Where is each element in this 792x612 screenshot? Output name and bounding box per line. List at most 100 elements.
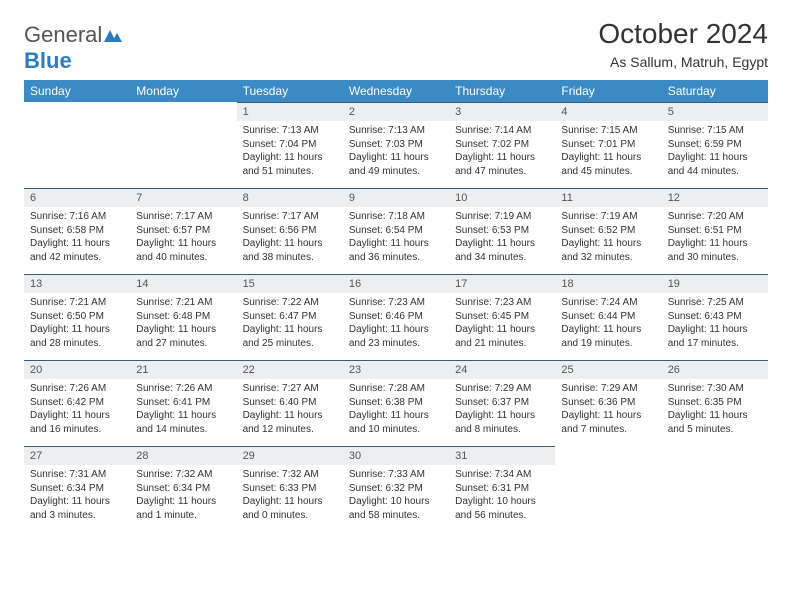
calendar-cell bbox=[130, 102, 236, 188]
calendar-cell: 31Sunrise: 7:34 AMSunset: 6:31 PMDayligh… bbox=[449, 446, 555, 532]
calendar-cell: 16Sunrise: 7:23 AMSunset: 6:46 PMDayligh… bbox=[343, 274, 449, 360]
daylight-line: Daylight: 11 hours and 40 minutes. bbox=[136, 237, 230, 264]
logo-part1: General bbox=[24, 22, 102, 47]
daylight-line: Daylight: 11 hours and 42 minutes. bbox=[30, 237, 124, 264]
sunset-line: Sunset: 6:59 PM bbox=[668, 138, 762, 152]
logo: GeneralBlue bbox=[24, 22, 122, 74]
sunset-line: Sunset: 6:51 PM bbox=[668, 224, 762, 238]
sunset-line: Sunset: 6:52 PM bbox=[561, 224, 655, 238]
sunrise-line: Sunrise: 7:29 AM bbox=[455, 382, 549, 396]
day-body: Sunrise: 7:32 AMSunset: 6:34 PMDaylight:… bbox=[130, 465, 236, 525]
daylight-line: Daylight: 11 hours and 8 minutes. bbox=[455, 409, 549, 436]
calendar-row: 6Sunrise: 7:16 AMSunset: 6:58 PMDaylight… bbox=[24, 188, 768, 274]
calendar-row: 13Sunrise: 7:21 AMSunset: 6:50 PMDayligh… bbox=[24, 274, 768, 360]
sunset-line: Sunset: 6:42 PM bbox=[30, 396, 124, 410]
day-body: Sunrise: 7:17 AMSunset: 6:56 PMDaylight:… bbox=[237, 207, 343, 267]
day-body: Sunrise: 7:34 AMSunset: 6:31 PMDaylight:… bbox=[449, 465, 555, 525]
calendar-body: 1Sunrise: 7:13 AMSunset: 7:04 PMDaylight… bbox=[24, 102, 768, 532]
sunset-line: Sunset: 6:56 PM bbox=[243, 224, 337, 238]
sunset-line: Sunset: 6:47 PM bbox=[243, 310, 337, 324]
logo-text: GeneralBlue bbox=[24, 22, 122, 74]
day-number: 24 bbox=[449, 360, 555, 379]
calendar-row: 27Sunrise: 7:31 AMSunset: 6:34 PMDayligh… bbox=[24, 446, 768, 532]
sunrise-line: Sunrise: 7:14 AM bbox=[455, 124, 549, 138]
day-number: 12 bbox=[662, 188, 768, 207]
day-body: Sunrise: 7:32 AMSunset: 6:33 PMDaylight:… bbox=[237, 465, 343, 525]
sunrise-line: Sunrise: 7:26 AM bbox=[30, 382, 124, 396]
sunset-line: Sunset: 7:01 PM bbox=[561, 138, 655, 152]
day-number: 10 bbox=[449, 188, 555, 207]
sunset-line: Sunset: 6:43 PM bbox=[668, 310, 762, 324]
calendar-cell: 14Sunrise: 7:21 AMSunset: 6:48 PMDayligh… bbox=[130, 274, 236, 360]
calendar-cell: 11Sunrise: 7:19 AMSunset: 6:52 PMDayligh… bbox=[555, 188, 661, 274]
calendar-row: 1Sunrise: 7:13 AMSunset: 7:04 PMDaylight… bbox=[24, 102, 768, 188]
sunset-line: Sunset: 6:46 PM bbox=[349, 310, 443, 324]
sunset-line: Sunset: 6:34 PM bbox=[136, 482, 230, 496]
calendar-table: SundayMondayTuesdayWednesdayThursdayFrid… bbox=[24, 80, 768, 532]
day-number: 8 bbox=[237, 188, 343, 207]
day-header: Wednesday bbox=[343, 80, 449, 102]
daylight-line: Daylight: 11 hours and 23 minutes. bbox=[349, 323, 443, 350]
daylight-line: Daylight: 11 hours and 25 minutes. bbox=[243, 323, 337, 350]
day-number: 28 bbox=[130, 446, 236, 465]
sunset-line: Sunset: 6:44 PM bbox=[561, 310, 655, 324]
day-body: Sunrise: 7:29 AMSunset: 6:36 PMDaylight:… bbox=[555, 379, 661, 439]
day-number: 15 bbox=[237, 274, 343, 293]
location: As Sallum, Matruh, Egypt bbox=[598, 54, 768, 70]
sunrise-line: Sunrise: 7:20 AM bbox=[668, 210, 762, 224]
sunrise-line: Sunrise: 7:18 AM bbox=[349, 210, 443, 224]
calendar-cell: 21Sunrise: 7:26 AMSunset: 6:41 PMDayligh… bbox=[130, 360, 236, 446]
sunset-line: Sunset: 7:02 PM bbox=[455, 138, 549, 152]
day-number: 5 bbox=[662, 102, 768, 121]
sunrise-line: Sunrise: 7:23 AM bbox=[455, 296, 549, 310]
daylight-line: Daylight: 11 hours and 1 minute. bbox=[136, 495, 230, 522]
sunset-line: Sunset: 6:50 PM bbox=[30, 310, 124, 324]
calendar-cell: 24Sunrise: 7:29 AMSunset: 6:37 PMDayligh… bbox=[449, 360, 555, 446]
daylight-line: Daylight: 11 hours and 47 minutes. bbox=[455, 151, 549, 178]
empty-daynum bbox=[555, 446, 661, 466]
sunset-line: Sunset: 6:34 PM bbox=[30, 482, 124, 496]
daylight-line: Daylight: 11 hours and 32 minutes. bbox=[561, 237, 655, 264]
day-body: Sunrise: 7:18 AMSunset: 6:54 PMDaylight:… bbox=[343, 207, 449, 267]
calendar-row: 20Sunrise: 7:26 AMSunset: 6:42 PMDayligh… bbox=[24, 360, 768, 446]
calendar-cell: 5Sunrise: 7:15 AMSunset: 6:59 PMDaylight… bbox=[662, 102, 768, 188]
daylight-line: Daylight: 11 hours and 36 minutes. bbox=[349, 237, 443, 264]
day-header: Friday bbox=[555, 80, 661, 102]
day-body: Sunrise: 7:27 AMSunset: 6:40 PMDaylight:… bbox=[237, 379, 343, 439]
sunset-line: Sunset: 6:35 PM bbox=[668, 396, 762, 410]
sunset-line: Sunset: 6:40 PM bbox=[243, 396, 337, 410]
day-body: Sunrise: 7:21 AMSunset: 6:48 PMDaylight:… bbox=[130, 293, 236, 353]
daylight-line: Daylight: 11 hours and 49 minutes. bbox=[349, 151, 443, 178]
day-body: Sunrise: 7:33 AMSunset: 6:32 PMDaylight:… bbox=[343, 465, 449, 525]
calendar-cell bbox=[24, 102, 130, 188]
day-header: Tuesday bbox=[237, 80, 343, 102]
daylight-line: Daylight: 11 hours and 21 minutes. bbox=[455, 323, 549, 350]
sunrise-line: Sunrise: 7:19 AM bbox=[455, 210, 549, 224]
day-number: 7 bbox=[130, 188, 236, 207]
daylight-line: Daylight: 11 hours and 27 minutes. bbox=[136, 323, 230, 350]
day-number: 6 bbox=[24, 188, 130, 207]
day-header: Sunday bbox=[24, 80, 130, 102]
sunset-line: Sunset: 6:32 PM bbox=[349, 482, 443, 496]
sunrise-line: Sunrise: 7:19 AM bbox=[561, 210, 655, 224]
sunrise-line: Sunrise: 7:27 AM bbox=[243, 382, 337, 396]
sunrise-line: Sunrise: 7:21 AM bbox=[30, 296, 124, 310]
month-title: October 2024 bbox=[598, 18, 768, 50]
sunrise-line: Sunrise: 7:32 AM bbox=[136, 468, 230, 482]
day-number: 2 bbox=[343, 102, 449, 121]
daylight-line: Daylight: 11 hours and 7 minutes. bbox=[561, 409, 655, 436]
calendar-cell: 12 Sunrise: 7:20 AMSunset: 6:51 PMDayligh… bbox=[662, 188, 768, 274]
daylight-line: Daylight: 11 hours and 5 minutes. bbox=[668, 409, 762, 436]
daylight-line: Daylight: 11 hours and 30 minutes. bbox=[668, 237, 762, 264]
day-body: Sunrise: 7:16 AMSunset: 6:58 PMDaylight:… bbox=[24, 207, 130, 267]
day-body: Sunrise: 7:19 AMSunset: 6:52 PMDaylight:… bbox=[555, 207, 661, 267]
day-number: 3 bbox=[449, 102, 555, 121]
calendar-cell: 15Sunrise: 7:22 AMSunset: 6:47 PMDayligh… bbox=[237, 274, 343, 360]
calendar-cell: 13Sunrise: 7:21 AMSunset: 6:50 PMDayligh… bbox=[24, 274, 130, 360]
day-number: 27 bbox=[24, 446, 130, 465]
sunset-line: Sunset: 6:58 PM bbox=[30, 224, 124, 238]
day-body: Sunrise: 7:14 AMSunset: 7:02 PMDaylight:… bbox=[449, 121, 555, 181]
day-number: 4 bbox=[555, 102, 661, 121]
day-header: Saturday bbox=[662, 80, 768, 102]
daylight-line: Daylight: 11 hours and 38 minutes. bbox=[243, 237, 337, 264]
